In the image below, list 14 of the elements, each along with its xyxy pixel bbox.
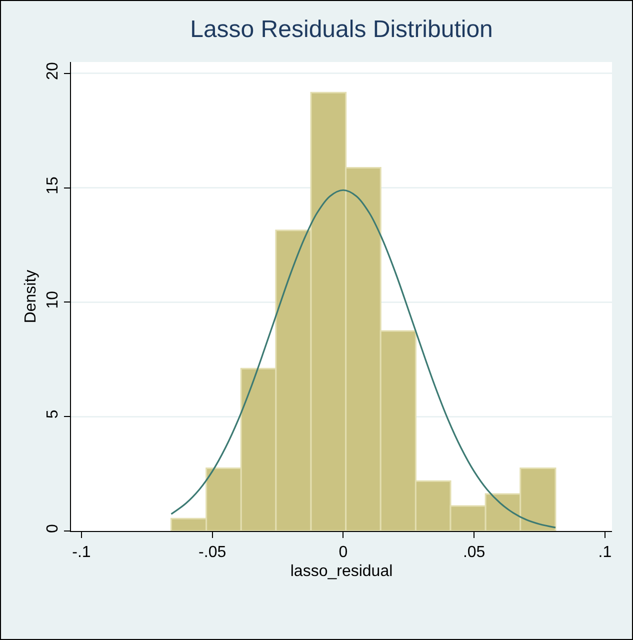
x-tick-label: 0 bbox=[338, 544, 348, 562]
y-tick-label: 15 bbox=[44, 176, 62, 194]
y-axis-title: Density bbox=[22, 270, 40, 324]
x-tick-label: .1 bbox=[598, 544, 612, 562]
x-axis-title: lasso_residual bbox=[290, 562, 393, 580]
x-tick-label: -.05 bbox=[198, 544, 226, 562]
x-tick-label: -.1 bbox=[72, 544, 91, 562]
y-tick-label: 5 bbox=[44, 410, 62, 419]
chart-title: Lasso Residuals Distribution bbox=[190, 16, 493, 43]
y-tick-label: 20 bbox=[44, 62, 62, 80]
x-tick-label: .05 bbox=[462, 544, 486, 562]
y-tick-label: 10 bbox=[44, 290, 62, 309]
line-series bbox=[170, 189, 556, 528]
y-tick-label: 0 bbox=[44, 524, 62, 534]
